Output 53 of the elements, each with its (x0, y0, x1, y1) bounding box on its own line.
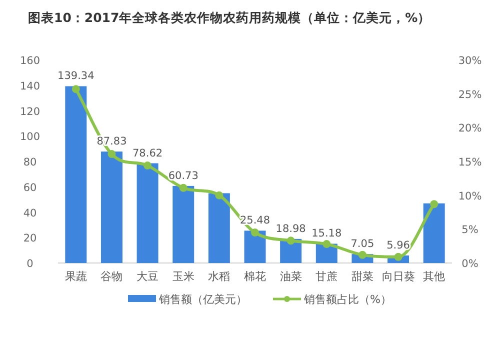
y2-tick-label: 25% (458, 88, 482, 101)
y-tick-label: 140 (20, 80, 40, 92)
point (322, 240, 331, 248)
x-tick-label: 甘蔗 (316, 270, 338, 283)
x-tick-label: 谷物 (100, 270, 123, 283)
point (144, 162, 152, 170)
y-tick-label: 100 (20, 131, 40, 144)
y-tick-label: 0 (26, 258, 34, 270)
x-tick-label: 棉花 (244, 270, 266, 283)
point (72, 85, 80, 94)
point (251, 228, 259, 237)
bar (100, 152, 122, 263)
y-tick-label: 40 (23, 207, 37, 220)
bar (423, 203, 445, 263)
data-label: 18.98 (276, 222, 306, 235)
chart-title: 图表10：2017年全球各类农作物农药用药规模（单位：亿美元，%） (28, 10, 431, 25)
data-label: 60.73 (168, 170, 198, 182)
y-tick-label: 80 (23, 156, 37, 168)
bar (172, 186, 194, 263)
bar (65, 86, 87, 263)
bar (136, 163, 158, 263)
y2-tick-label: 5% (462, 224, 478, 236)
x-tick-label: 其他 (423, 270, 446, 283)
y-tick-label: 60 (23, 182, 37, 194)
y-tick-label: 160 (20, 55, 40, 67)
y-tick-label: 20 (23, 232, 37, 245)
x-tick-label: 向日葵 (382, 270, 415, 283)
x-tick-label: 果蔬 (64, 270, 87, 283)
y2-tick-label: 0% (462, 258, 478, 270)
y2-tick-label: 20% (458, 122, 482, 135)
point (394, 252, 402, 261)
data-label: 78.62 (132, 147, 163, 160)
x-tick-label: 油菜 (280, 270, 302, 283)
y2-tick-label: 10% (458, 190, 482, 202)
point (108, 150, 116, 158)
data-label: 139.34 (58, 70, 95, 82)
y2-tick-label: 15% (458, 156, 482, 168)
point (286, 236, 295, 245)
y2-tick-label: 30% (458, 55, 482, 67)
data-label: 5.96 (386, 239, 410, 252)
data-label: 7.05 (350, 238, 374, 250)
x-tick-label: 水稻 (208, 270, 230, 283)
x-tick-label: 玉米 (172, 270, 194, 283)
bar (208, 193, 230, 263)
legend-label: 销售额占比（%） (303, 293, 392, 306)
data-label: 15.18 (312, 228, 342, 240)
x-tick-label: 大豆 (136, 270, 159, 283)
legend-label: 销售额（亿美元） (158, 293, 247, 306)
x-tick-label: 甜菜 (351, 270, 374, 283)
y-tick-label: 120 (20, 106, 40, 118)
point (215, 191, 224, 200)
point (179, 184, 188, 192)
point (430, 200, 438, 208)
